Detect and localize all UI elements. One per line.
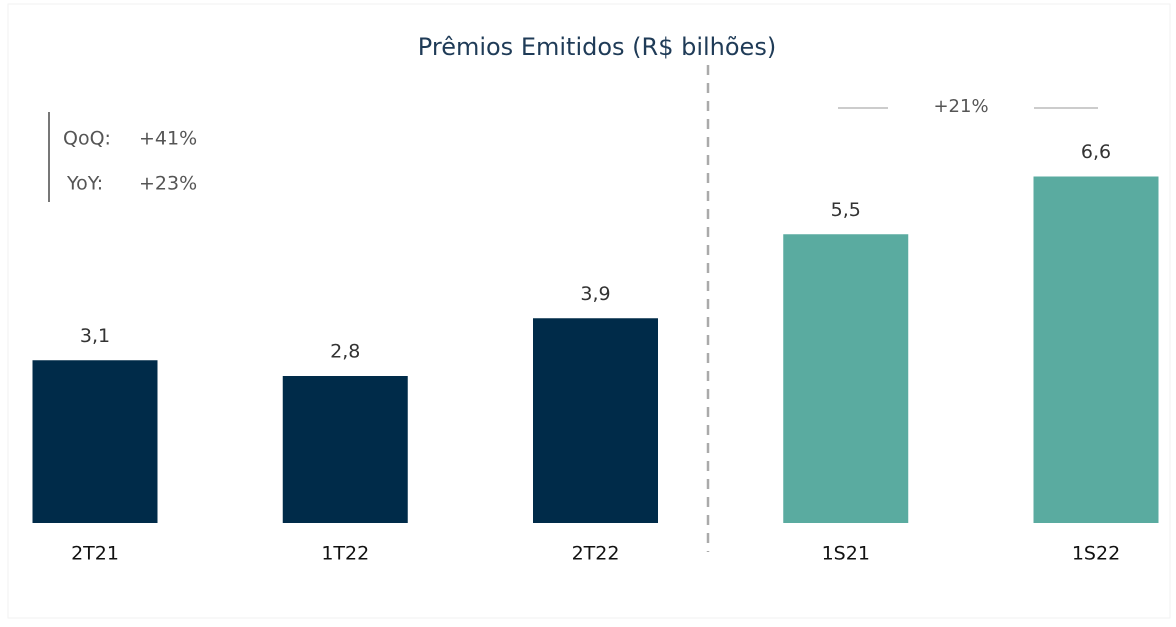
qoq-label: QoQ: [63,128,111,150]
yoy-value: +23% [139,173,197,195]
bar [282,376,408,523]
qoq-value: +41% [139,128,197,150]
chart-title: Prêmios Emitidos (R$ bilhões) [418,33,776,61]
frame [7,3,1171,619]
growth-label: +21% [933,96,988,117]
bar [533,318,658,523]
value-label: 2,8 [330,341,360,363]
value-label: 3,1 [80,325,110,347]
x-tick-label: 2T22 [572,543,620,565]
x-tick-label: 1T22 [321,543,369,565]
x-tick-label: 1S21 [822,543,870,565]
value-label: 3,9 [580,283,610,305]
x-tick-label: 2T21 [71,543,119,565]
yoy-label: YoY: [66,173,103,195]
bar [1033,176,1159,523]
bar [783,234,909,523]
value-label: 5,5 [831,199,861,221]
value-label: 6,6 [1081,141,1111,163]
bar [32,360,158,523]
x-tick-label: 1S22 [1072,543,1120,565]
